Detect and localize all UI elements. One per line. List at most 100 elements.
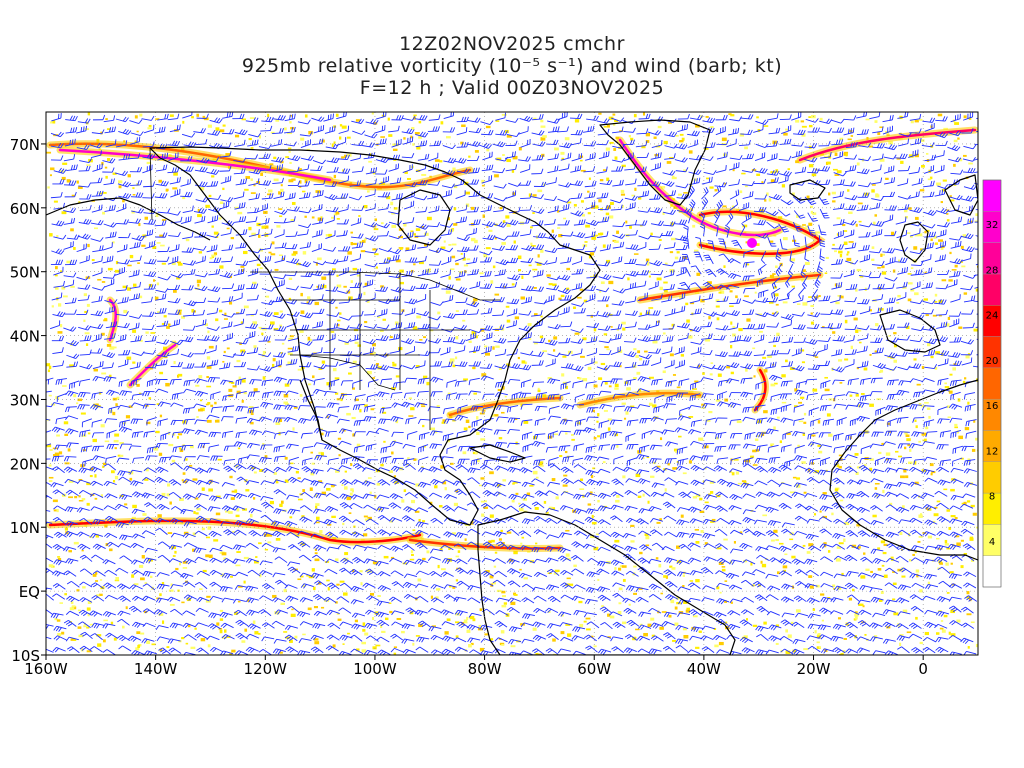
wind-barb-staff: [531, 118, 542, 121]
vorticity-cell: [837, 359, 843, 362]
vorticity-cell: [353, 525, 356, 528]
vorticity-cell: [78, 499, 84, 502]
vorticity-cell: [534, 507, 539, 510]
vorticity-cell: [603, 410, 608, 412]
wind-barb-flag: [541, 141, 546, 147]
vorticity-cell: [648, 275, 651, 278]
vorticity-cell: [164, 356, 168, 359]
vorticity-cell: [619, 565, 624, 568]
wind-barb-staff: [794, 171, 805, 174]
wind-barb-flag: [829, 151, 832, 158]
wind-barb-flag: [267, 217, 270, 223]
wind-barb-flag: [112, 223, 117, 228]
vorticity-cell: [358, 215, 361, 217]
wind-barb-staff: [547, 157, 558, 161]
wind-barb-flag: [747, 129, 751, 135]
vorticity-cell: [449, 268, 455, 271]
wind-barb-staff: [209, 119, 220, 124]
vorticity-cell: [54, 618, 58, 621]
wind-barb-flag: [524, 115, 528, 121]
wind-barb-flag: [419, 131, 424, 137]
vorticity-cell: [175, 567, 179, 571]
vorticity-cell: [869, 403, 874, 407]
vorticity-cell: [132, 504, 137, 509]
vorticity-cell: [391, 387, 396, 390]
vorticity-cell: [852, 588, 855, 592]
vorticity-cell: [921, 432, 927, 436]
wind-barb-flag: [188, 166, 192, 172]
vorticity-cell: [313, 638, 319, 641]
vorticity-cell: [954, 535, 960, 538]
vorticity-cell: [672, 175, 675, 178]
wind-barb-flag: [113, 115, 116, 121]
vorticity-cell: [781, 401, 787, 404]
vorticity-cell: [613, 123, 616, 126]
wind-barb-flag: [556, 165, 559, 171]
vorticity-cell: [679, 133, 684, 136]
wind-barb-flag: [632, 139, 635, 145]
wind-barb-flag: [825, 179, 828, 185]
vorticity-cell: [215, 318, 219, 322]
vorticity-cell: [413, 233, 416, 236]
vorticity-cell: [907, 273, 912, 275]
wind-barb-staff: [897, 208, 908, 211]
vorticity-cell: [588, 177, 591, 180]
wind-barb-flag: [472, 167, 475, 173]
vorticity-cell: [83, 293, 88, 297]
vorticity-cell: [924, 631, 929, 636]
vorticity-cell: [919, 139, 925, 142]
vorticity-cell: [412, 143, 415, 146]
wind-barb-flag: [711, 118, 716, 123]
vorticity-cell: [548, 610, 551, 613]
wind-barb-flag: [239, 129, 243, 134]
vorticity-cell: [493, 414, 499, 417]
wind-barb-flag: [241, 216, 244, 222]
wind-barb-flag: [490, 205, 493, 211]
wind-barb-staff: [544, 198, 555, 201]
wind-barb-staff: [547, 170, 558, 174]
wind-barb-flag: [592, 125, 595, 131]
vorticity-cell: [407, 177, 411, 180]
vorticity-cell: [160, 244, 165, 247]
vorticity-cell: [619, 365, 622, 368]
vorticity-cell: [181, 601, 185, 604]
vorticity-cell: [241, 640, 246, 643]
wind-barb-flag: [150, 219, 154, 225]
vorticity-cell: [843, 151, 849, 154]
wind-barb-flag: [276, 165, 279, 171]
vorticity-cell: [881, 271, 887, 275]
vorticity-cell: [913, 358, 917, 361]
vorticity-cell: [78, 634, 84, 638]
vorticity-cell: [839, 499, 844, 502]
vorticity-cell: [580, 200, 584, 203]
vorticity-cell: [364, 282, 369, 286]
wind-barb-flag: [346, 219, 350, 225]
vorticity-cell: [898, 455, 903, 458]
wind-barb-flag: [258, 229, 260, 235]
vorticity-cell: [834, 250, 837, 253]
vorticity-cell: [295, 534, 300, 537]
vorticity-cell: [229, 652, 233, 655]
vorticity-cell: [501, 242, 506, 245]
vorticity-cell: [914, 551, 917, 554]
vorticity-cell: [216, 419, 220, 423]
vorticity-cell: [374, 611, 379, 615]
wind-barb-flag: [670, 182, 675, 187]
vorticity-cell: [216, 622, 220, 626]
vorticity-cell: [676, 597, 680, 600]
vorticity-cell: [770, 443, 775, 446]
vorticity-cell: [186, 597, 191, 602]
wind-barb-staff: [689, 158, 700, 161]
vorticity-cell: [498, 538, 502, 541]
vorticity-cell: [241, 379, 246, 383]
vorticity-cell: [597, 578, 600, 581]
vorticity-cell: [81, 434, 87, 437]
vorticity-cell: [481, 409, 486, 412]
wind-barb-staff: [793, 210, 801, 219]
vorticity-cell: [207, 526, 212, 530]
vorticity-cell: [954, 264, 958, 268]
wind-barb-flag: [347, 168, 351, 174]
vorticity-cell: [134, 140, 137, 143]
vorticity-cell: [603, 333, 608, 336]
vorticity-cell: [944, 382, 947, 385]
